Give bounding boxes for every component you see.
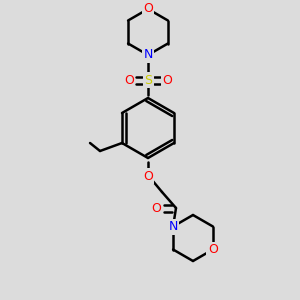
Text: O: O	[208, 243, 218, 256]
Text: N: N	[168, 220, 178, 233]
Text: O: O	[143, 2, 153, 16]
Text: S: S	[144, 74, 152, 86]
Text: N: N	[143, 49, 153, 62]
Text: O: O	[151, 202, 161, 214]
Text: O: O	[124, 74, 134, 86]
Text: O: O	[143, 169, 153, 182]
Text: O: O	[162, 74, 172, 86]
